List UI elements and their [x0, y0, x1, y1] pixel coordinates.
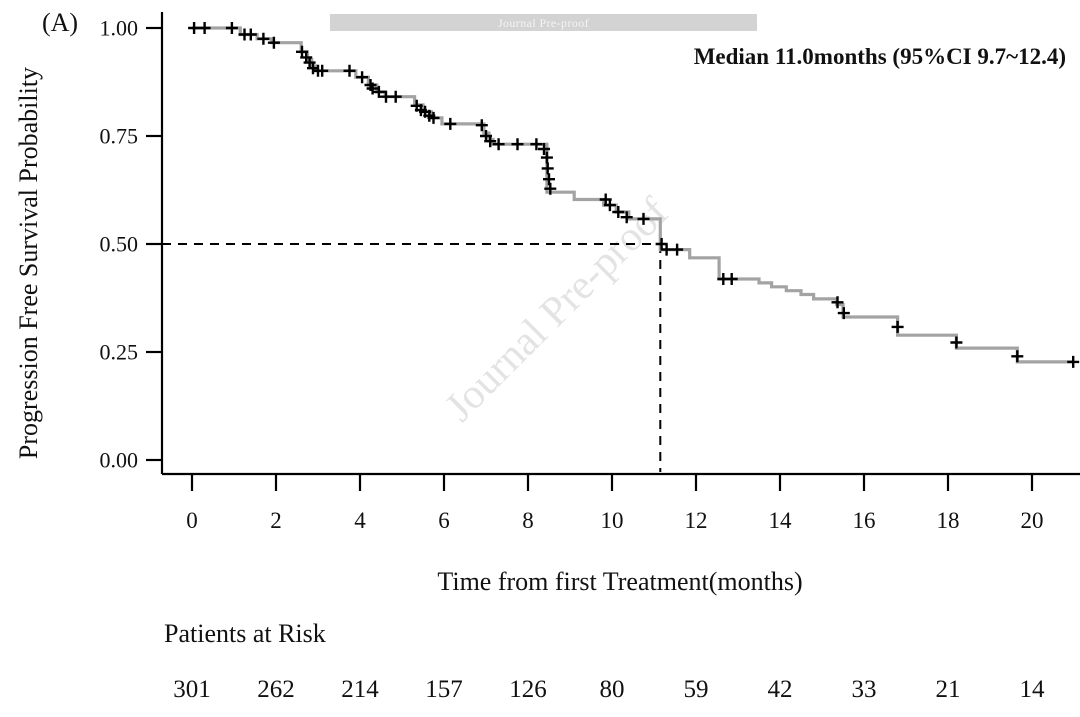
x-tick-label: 20 — [1021, 508, 1044, 533]
y-tick-label: 0.75 — [100, 124, 139, 149]
patients-at-risk-title: Patients at Risk — [164, 619, 326, 648]
y-tick-label: 0.25 — [100, 340, 139, 365]
risk-count: 80 — [599, 676, 625, 703]
risk-count: 21 — [935, 676, 961, 703]
panel-label: (A) — [42, 8, 79, 37]
x-tick-label: 0 — [186, 508, 198, 533]
x-tick-label: 8 — [522, 508, 534, 533]
risk-count: 157 — [425, 676, 463, 703]
x-tick-label: 14 — [769, 508, 793, 533]
y-tick-label: 0.00 — [100, 448, 139, 473]
risk-count: 262 — [257, 676, 295, 703]
x-tick-label: 12 — [685, 508, 708, 533]
x-tick-label: 4 — [354, 508, 366, 533]
risk-count: 59 — [683, 676, 709, 703]
patients-at-risk-row: 301 262 214 157 126 80 59 42 33 21 14 — [0, 676, 1080, 708]
y-tick-label: 1.00 — [100, 16, 139, 41]
km-plot-canvas: 1.00 0.75 0.50 0.25 0.00 0 2 4 6 8 10 12 14 16 18 20 — [100, 12, 1080, 533]
x-tick-label: 2 — [270, 508, 282, 533]
banner-text: Journal Pre-proof — [497, 16, 590, 30]
risk-count: 214 — [341, 676, 379, 703]
risk-count: 301 — [173, 676, 211, 703]
x-tick-label: 18 — [937, 508, 960, 533]
risk-count: 42 — [767, 676, 793, 703]
x-axis-title: Time from first Treatment(months) — [437, 567, 803, 596]
risk-count: 14 — [1019, 676, 1045, 703]
censor-marks — [188, 22, 1080, 368]
survival-curve — [192, 26, 1074, 364]
risk-count: 126 — [509, 676, 547, 703]
y-axis-title: Progression Free Survival Probability — [14, 66, 43, 460]
x-tick-label: 16 — [853, 508, 876, 533]
x-tick-label: 6 — [438, 508, 450, 533]
risk-count: 33 — [851, 676, 877, 703]
y-tick-label: 0.50 — [100, 232, 139, 257]
x-tick-label: 10 — [601, 508, 624, 533]
journal-preproof-banner: Journal Pre-proof — [330, 14, 757, 31]
median-annotation: Median 11.0months (95%CI 9.7~12.4) — [693, 44, 1066, 69]
